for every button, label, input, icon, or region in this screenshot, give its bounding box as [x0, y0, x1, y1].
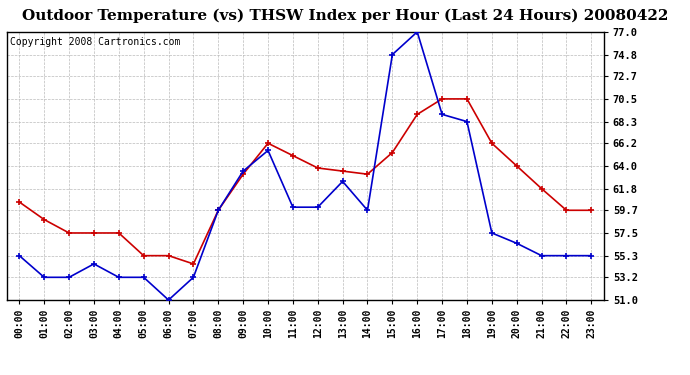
Text: Outdoor Temperature (vs) THSW Index per Hour (Last 24 Hours) 20080422: Outdoor Temperature (vs) THSW Index per …	[22, 9, 668, 23]
Text: Copyright 2008 Cartronics.com: Copyright 2008 Cartronics.com	[10, 37, 180, 47]
